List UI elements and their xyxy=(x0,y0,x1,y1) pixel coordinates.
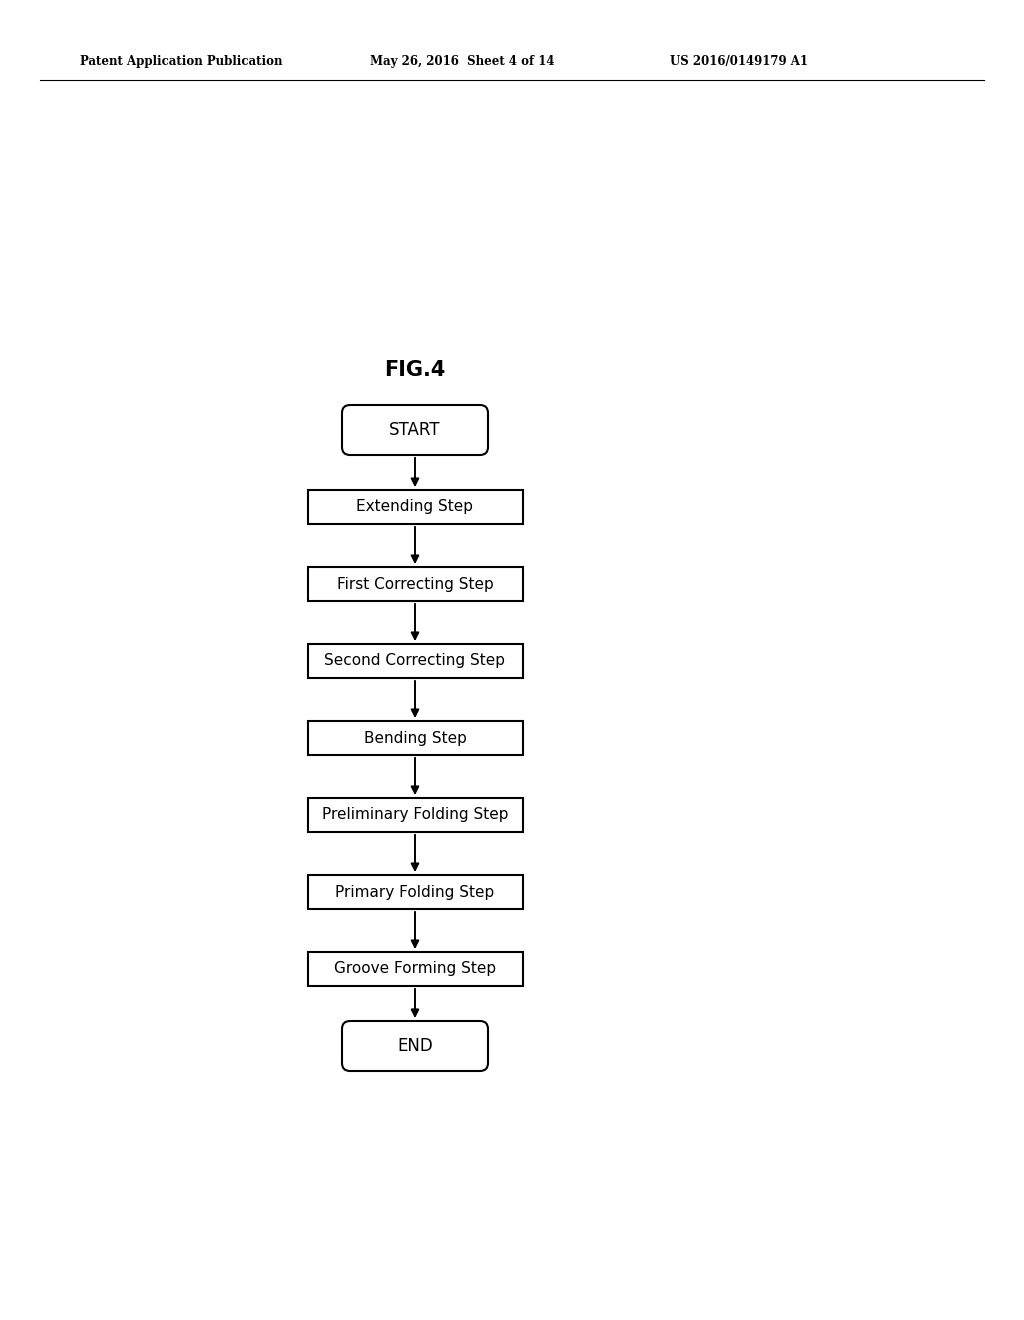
Text: Groove Forming Step: Groove Forming Step xyxy=(334,961,496,977)
Text: US 2016/0149179 A1: US 2016/0149179 A1 xyxy=(670,55,808,69)
FancyBboxPatch shape xyxy=(342,1020,488,1071)
FancyBboxPatch shape xyxy=(307,644,522,678)
FancyBboxPatch shape xyxy=(307,721,522,755)
FancyBboxPatch shape xyxy=(342,405,488,455)
Text: Patent Application Publication: Patent Application Publication xyxy=(80,55,283,69)
Text: Second Correcting Step: Second Correcting Step xyxy=(325,653,506,668)
FancyBboxPatch shape xyxy=(307,875,522,909)
Text: END: END xyxy=(397,1038,433,1055)
Text: FIG.4: FIG.4 xyxy=(384,360,445,380)
Text: Extending Step: Extending Step xyxy=(356,499,473,515)
FancyBboxPatch shape xyxy=(307,490,522,524)
FancyBboxPatch shape xyxy=(307,568,522,601)
FancyBboxPatch shape xyxy=(307,952,522,986)
Text: Bending Step: Bending Step xyxy=(364,730,467,746)
Text: May 26, 2016  Sheet 4 of 14: May 26, 2016 Sheet 4 of 14 xyxy=(370,55,555,69)
FancyBboxPatch shape xyxy=(307,799,522,832)
Text: First Correcting Step: First Correcting Step xyxy=(337,577,494,591)
Text: START: START xyxy=(389,421,440,440)
Text: Preliminary Folding Step: Preliminary Folding Step xyxy=(322,808,508,822)
Text: Primary Folding Step: Primary Folding Step xyxy=(336,884,495,899)
